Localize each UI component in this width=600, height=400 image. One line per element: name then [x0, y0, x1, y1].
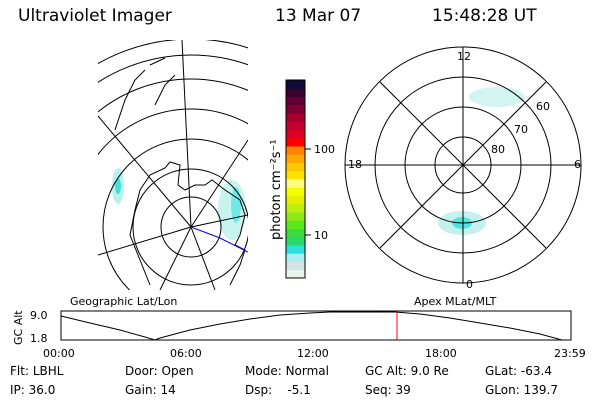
ytick-9: 9.0 — [30, 309, 48, 322]
colorbar-swatch — [286, 121, 305, 130]
colorbar-swatch — [286, 154, 305, 163]
spacecraft-ground-track — [190, 226, 248, 253]
colorbar-swatch — [286, 261, 305, 271]
colorbar-swatch — [286, 179, 305, 188]
xtick-0600: 06:00 — [170, 347, 202, 360]
colorbar-label: photon cm⁻²s⁻¹ — [269, 139, 284, 240]
aurora-emission — [469, 87, 525, 107]
mlat-label-70: 70 — [514, 123, 528, 136]
dsp-info: Dsp: -5.1 — [245, 383, 311, 397]
colorbar-swatch — [286, 113, 305, 122]
longitude-lines — [98, 40, 248, 290]
colorbar-swatch — [286, 162, 305, 172]
latitude-circles — [98, 40, 248, 290]
ytick-1-8: 1.8 — [30, 332, 48, 345]
colorbar-swatch — [286, 253, 305, 262]
colorbar-swatch — [286, 96, 305, 106]
colorbar-swatch — [286, 104, 305, 114]
gc-alt-info: GC Alt: 9.0 Re — [365, 364, 449, 378]
coastline-south-america — [114, 57, 176, 131]
colorbar-swatch — [286, 245, 305, 254]
colorbar-tick-10: 10 — [314, 229, 328, 242]
colorbar-frame — [285, 79, 306, 279]
mlat-label-80: 80 — [491, 143, 505, 156]
colorbar-swatch — [286, 170, 305, 180]
colorbar-tick-100: 100 — [314, 143, 335, 156]
glat-info: GLat: -63.4 — [485, 364, 552, 378]
colorbar-swatch — [286, 88, 305, 97]
colorbar-swatch — [286, 187, 305, 196]
colorbar-swatch — [286, 220, 305, 229]
colorbar-swatch — [286, 137, 305, 147]
instrument-title: Ultraviolet Imager — [18, 6, 172, 26]
door-info: Door: Open — [125, 364, 194, 378]
geographic-map — [98, 40, 248, 290]
xtick-1200: 12:00 — [297, 347, 329, 360]
mlt-label-18: 18 — [348, 158, 362, 171]
colorbar — [285, 79, 306, 279]
colorbar-swatch — [286, 129, 305, 139]
xtick-1800: 18:00 — [425, 347, 457, 360]
colorbar-swatch — [286, 236, 305, 246]
polar-plot-label: Apex MLat/MLT — [414, 295, 497, 308]
colorbar-ticks — [305, 148, 311, 236]
mode-info: Mode: Normal — [245, 364, 329, 378]
xtick-0000: 00:00 — [43, 347, 75, 360]
altitude-plot-frame — [60, 310, 572, 341]
aurora-emission — [115, 178, 121, 194]
seq-info: Seq: 39 — [365, 383, 411, 397]
time-label: 15:48:28 UT — [432, 6, 537, 26]
colorbar-swatch — [286, 146, 305, 155]
mlat-label-60: 60 — [536, 100, 550, 113]
altitude-ylabel: GC Alt — [12, 310, 25, 345]
polar-plot — [344, 46, 582, 284]
glon-info: GLon: 139.7 — [485, 383, 558, 397]
colorbar-swatch — [286, 228, 305, 238]
colorbar-swatch — [286, 195, 305, 205]
colorbar-swatch — [286, 212, 305, 221]
colorbar-swatch — [286, 80, 305, 89]
filter-info: Flt: LBHL — [10, 364, 64, 378]
altitude-curve — [60, 311, 563, 341]
date-label: 13 Mar 07 — [275, 6, 362, 26]
gain-info: Gain: 14 — [125, 383, 176, 397]
xtick-2359: 23:59 — [554, 347, 586, 360]
geo-map-label: Geographic Lat/Lon — [70, 295, 177, 308]
mlt-label-6: 6 — [574, 158, 581, 171]
ip-info: IP: 36.0 — [10, 383, 56, 397]
colorbar-swatch — [286, 269, 305, 279]
mlt-label-0: 0 — [466, 278, 473, 291]
mlt-label-12: 12 — [457, 50, 471, 63]
colorbar-swatch — [286, 203, 305, 213]
